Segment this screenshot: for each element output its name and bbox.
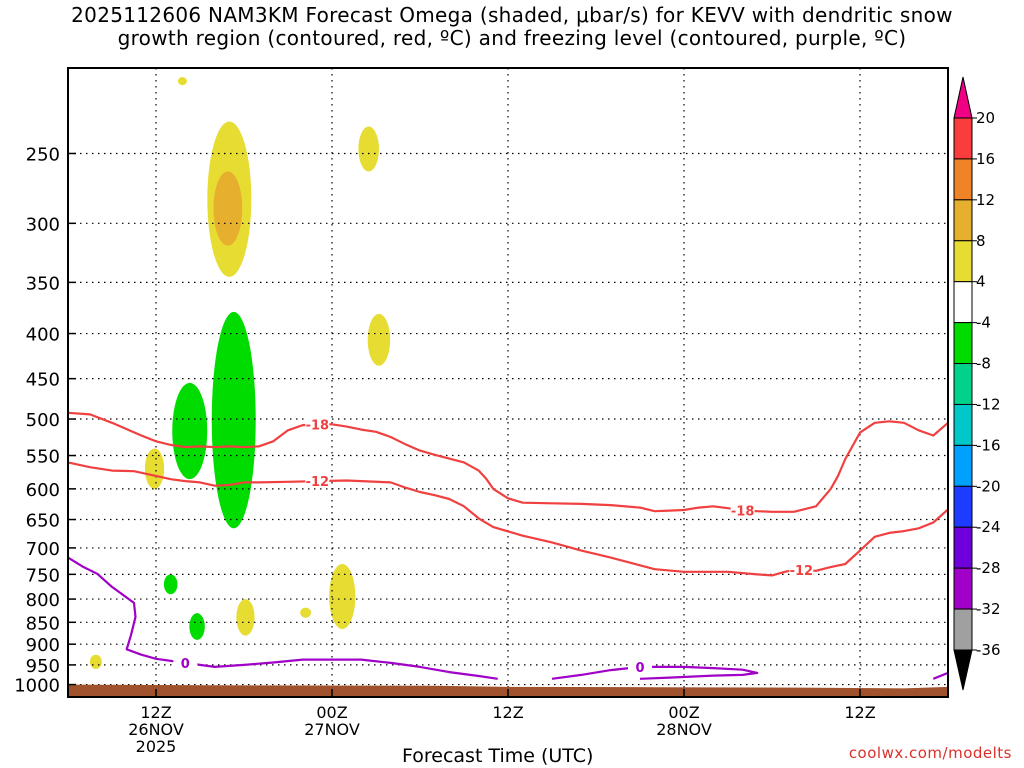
- colorbar-label-7: -12: [976, 395, 1001, 413]
- omega-region-9: [329, 563, 356, 630]
- ytick-label-250: 250: [26, 144, 60, 165]
- ytick-label-450: 450: [26, 370, 60, 391]
- omega-region-11: [211, 311, 256, 529]
- contour-label-bg-0-1: [730, 503, 755, 518]
- x-axis-title: Forecast Time (UTC): [402, 745, 594, 767]
- colorbar-label-4: 4: [976, 273, 986, 291]
- colorbar-swatch-11: [953, 567, 973, 610]
- contour-line-0: [67, 411, 949, 513]
- contour-layer: -18 -18 -12 -12 0 0: [67, 411, 949, 680]
- omega-region-7: [236, 599, 255, 636]
- ytick-label-550: 550: [26, 447, 60, 468]
- ytick-label-700: 700: [26, 539, 60, 560]
- colorbar-swatch-10: [953, 526, 973, 569]
- contour-label-1-1: -12: [790, 564, 814, 579]
- ytick-label-350: 350: [26, 273, 60, 294]
- colorbar-label-0: 20: [976, 109, 995, 127]
- ytick-label-400: 400: [26, 325, 60, 346]
- colorbar-label-2: 12: [976, 191, 995, 209]
- ytick-label-950: 950: [26, 656, 60, 677]
- contour-label-bg-1-1: [789, 563, 814, 578]
- colorbar-label-13: -36: [976, 641, 1001, 659]
- xtick-label-18-1: 27NOV: [304, 720, 360, 739]
- contour-line-4: [932, 671, 949, 680]
- ytick-label-800: 800: [26, 590, 60, 611]
- chart-title-line-1: 2025112606 NAM3KM Forecast Omega (shaded…: [71, 3, 953, 27]
- colorbar-min-arrow: [953, 649, 973, 691]
- colorbar-swatch-0: [953, 117, 973, 160]
- omega-region-2: [213, 171, 243, 246]
- y-axis-ticks: 2503003504004505005506006507007508008509…: [14, 144, 76, 697]
- colorbar-swatch-1: [953, 158, 973, 201]
- contour-label-0-0: -18: [306, 418, 330, 433]
- contour-line-3: [551, 665, 759, 680]
- colorbar-swatch-7: [953, 403, 973, 446]
- ytick-label-600: 600: [26, 480, 60, 501]
- colorbar-swatch-2: [953, 199, 973, 242]
- colorbar-label-3: 8: [976, 232, 986, 250]
- omega-region-4: [367, 313, 391, 366]
- contour-line-2: [67, 556, 498, 680]
- pressure-gridlines: [68, 68, 948, 697]
- xtick-label-30-0: 12Z: [492, 703, 523, 722]
- ytick-label-900: 900: [26, 635, 60, 656]
- colorbar-label-5: -4: [976, 314, 991, 332]
- colorbar-max-arrow: [953, 76, 973, 119]
- chart-title: 2025112606 NAM3KM Forecast Omega (shaded…: [0, 4, 1024, 50]
- omega-region-6: [89, 654, 102, 669]
- xtick-label-18-0: 00Z: [316, 703, 347, 722]
- colorbar-swatch-9: [953, 485, 973, 528]
- xtick-label-6-0: 12Z: [140, 703, 171, 722]
- colorbar-label-9: -20: [976, 477, 1001, 495]
- colorbar-label-11: -28: [976, 559, 1001, 577]
- contour-line-1: [67, 461, 949, 577]
- omega-region-8: [300, 607, 312, 618]
- omega-region-13: [189, 613, 205, 640]
- xtick-label-42-1: 28NOV: [656, 720, 712, 739]
- colorbar-label-10: -24: [976, 518, 1001, 536]
- colorbar-swatch-8: [953, 444, 973, 487]
- colorbar-swatch-4: [953, 281, 973, 324]
- ytick-label-650: 650: [26, 511, 60, 532]
- colorbar-swatch-3: [953, 240, 973, 283]
- contour-label-bg-3-0: [628, 659, 652, 674]
- contour-label-1-0: -12: [306, 475, 330, 490]
- ytick-label-850: 850: [26, 613, 60, 634]
- colorbar-label-12: -32: [976, 600, 1001, 618]
- ytick-label-750: 750: [26, 565, 60, 586]
- ytick-label-500: 500: [26, 410, 60, 431]
- contour-label-bg-0-0: [305, 417, 330, 432]
- contour-label-bg-2-0: [173, 655, 198, 670]
- xtick-label-6-2: 2025: [136, 737, 177, 756]
- omega-shading-layer: [89, 77, 391, 669]
- xtick-label-42-0: 00Z: [668, 703, 699, 722]
- colorbar-swatch-12: [953, 608, 973, 651]
- colorbar-label-8: -16: [976, 436, 1001, 454]
- omega-region-12: [163, 574, 178, 595]
- colorbar-swatch-6: [953, 363, 973, 405]
- contour-label-bg-1-0: [305, 474, 330, 489]
- omega-region-10: [172, 382, 208, 480]
- omega-region-3: [358, 126, 379, 172]
- ytick-label-1000: 1000: [14, 676, 60, 697]
- contour-label-3-0: 0: [635, 661, 644, 676]
- chart-title-line-2: growth region (contoured, red, ºC) and f…: [117, 26, 907, 50]
- contour-label-2-0: 0: [181, 657, 190, 672]
- contour-label-0-1: -18: [731, 505, 755, 520]
- omega-region-0: [177, 77, 187, 86]
- colorbar-boxes: [953, 117, 973, 651]
- omega-colorbar: 20 16 12 8 4 -4 -8 -12 -16 -20 -24 -28 -32 -36: [953, 76, 1001, 691]
- colorbar-label-6: -8: [976, 355, 991, 373]
- xtick-label-6-1: 26NOV: [128, 720, 184, 739]
- xtick-label-54-0: 12Z: [844, 703, 875, 722]
- ytick-label-300: 300: [26, 214, 60, 235]
- colorbar-swatch-5: [953, 322, 973, 365]
- colorbar-label-1: 16: [976, 150, 995, 168]
- credit-link[interactable]: coolwx.com/modelts: [848, 744, 1012, 762]
- omega-region-5: [144, 448, 165, 489]
